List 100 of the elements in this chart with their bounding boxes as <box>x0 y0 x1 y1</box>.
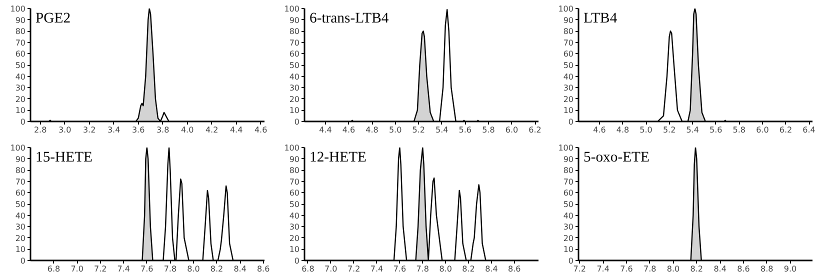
y-tick-label: 10 <box>289 245 300 254</box>
y-tick-label: 10 <box>563 245 574 254</box>
y-tick-label: 80 <box>15 166 26 176</box>
x-tick-label: 8.2 <box>210 264 224 274</box>
y-tick-label: 70 <box>289 38 300 48</box>
y-tick-label: 90 <box>289 154 300 164</box>
y-tick-label: 10 <box>15 106 26 116</box>
x-tick-label: 6.0 <box>505 126 518 134</box>
x-tick-label: 8.8 <box>760 264 774 274</box>
x-tick-label: 5.6 <box>458 126 472 134</box>
y-tick-label: 20 <box>289 234 300 243</box>
y-tick-label: 60 <box>289 50 300 59</box>
y-tick-label: 100 <box>284 4 300 14</box>
x-tick-label: 3.8 <box>156 126 170 134</box>
x-tick-label: 8.6 <box>737 264 750 274</box>
chart-title: 15-HETE <box>36 150 93 166</box>
y-tick-label: 20 <box>563 234 574 243</box>
y-tick-label: 50 <box>15 61 26 70</box>
x-tick-label: 8.6 <box>256 264 270 274</box>
x-tick-label: 7.0 <box>70 264 84 274</box>
x-tick-label: 6.8 <box>302 264 314 274</box>
y-tick-label: 80 <box>15 27 26 36</box>
chart-title: 6-trans-LTB4 <box>310 10 390 26</box>
x-tick-label: 7.4 <box>596 264 610 274</box>
y-tick-label: 70 <box>15 38 26 48</box>
x-tick-label: 7.2 <box>94 264 107 274</box>
x-tick-label: 8.2 <box>690 264 704 274</box>
x-tick-label: 8.0 <box>187 264 200 274</box>
x-tick-label: 5.4 <box>436 126 448 134</box>
y-tick-label: 100 <box>558 144 574 152</box>
x-tick-label: 7.0 <box>324 264 338 274</box>
y-tick-label: 40 <box>289 72 300 82</box>
y-tick-label: 50 <box>15 200 26 209</box>
chart-title: 5-oxo-ETE <box>584 150 650 166</box>
x-tick-label: 5.6 <box>710 126 722 134</box>
y-tick-label: 20 <box>289 94 300 104</box>
y-tick-label: 0 <box>294 256 300 266</box>
y-tick-label: 30 <box>563 222 574 232</box>
x-tick-label: 7.4 <box>117 264 130 274</box>
y-tick-label: 30 <box>289 222 300 232</box>
x-tick-label: 8.4 <box>714 264 726 274</box>
x-tick-label: 4.4 <box>319 126 332 134</box>
x-tick-label: 6.2 <box>528 126 542 134</box>
y-tick-label: 100 <box>10 4 26 14</box>
x-tick-label: 5.8 <box>732 126 746 134</box>
y-tick-label: 60 <box>15 50 26 59</box>
x-tick-label: 7.4 <box>370 264 384 274</box>
y-tick-label: 60 <box>15 188 26 198</box>
x-tick-label: 3.6 <box>132 126 145 134</box>
y-tick-label: 50 <box>289 61 300 70</box>
x-tick-label: 4.8 <box>366 126 378 134</box>
x-tick-label: 5.0 <box>640 126 652 134</box>
y-tick-label: 50 <box>563 61 574 70</box>
y-tick-label: 20 <box>15 234 26 243</box>
x-tick-label: 9.0 <box>784 264 797 274</box>
chart-title: PGE2 <box>36 10 71 26</box>
y-tick-label: 30 <box>15 84 26 93</box>
x-tick-label: 4.8 <box>616 126 630 134</box>
y-tick-label: 30 <box>289 84 300 93</box>
x-tick-label: 6.0 <box>756 126 769 134</box>
x-tick-label: 7.8 <box>416 264 430 274</box>
y-tick-label: 0 <box>20 118 26 126</box>
y-tick-label: 10 <box>563 106 574 116</box>
x-tick-label: 4.6 <box>254 126 268 134</box>
y-tick-label: 70 <box>289 177 300 186</box>
y-tick-label: 30 <box>563 84 574 93</box>
x-tick-label: 8.4 <box>234 264 246 274</box>
y-tick-label: 20 <box>563 94 574 104</box>
y-tick-label: 10 <box>15 245 26 254</box>
y-tick-label: 80 <box>563 166 574 176</box>
x-tick-label: 3.4 <box>107 126 120 134</box>
y-tick-label: 90 <box>563 154 574 164</box>
y-tick-label: 50 <box>289 200 300 209</box>
y-tick-label: 40 <box>563 211 574 220</box>
y-tick-label: 40 <box>289 211 300 220</box>
y-tick-label: 80 <box>289 166 300 176</box>
x-tick-label: 6.4 <box>802 126 816 134</box>
y-tick-label: 70 <box>563 177 574 186</box>
x-tick-label: 2.8 <box>34 126 47 134</box>
y-tick-label: 100 <box>558 4 574 14</box>
y-tick-label: 90 <box>15 154 26 164</box>
y-tick-label: 70 <box>15 177 26 186</box>
y-tick-label: 0 <box>294 118 300 126</box>
y-tick-label: 90 <box>15 16 26 25</box>
y-tick-label: 80 <box>563 27 574 36</box>
x-tick-label: 4.2 <box>205 126 218 134</box>
x-tick-label: 4.4 <box>230 126 243 134</box>
x-tick-label: 7.6 <box>140 264 154 274</box>
chart-title: LTB4 <box>584 10 618 26</box>
y-tick-label: 40 <box>15 211 26 220</box>
x-tick-label: 8.2 <box>462 264 475 274</box>
x-tick-label: 5.2 <box>662 126 676 134</box>
chart-title: 12-HETE <box>310 150 367 166</box>
y-tick-label: 0 <box>568 256 574 266</box>
x-tick-label: 7.6 <box>393 264 406 274</box>
x-tick-label: 8.0 <box>666 264 680 274</box>
y-tick-label: 10 <box>289 106 300 116</box>
x-tick-label: 6.8 <box>47 264 60 274</box>
x-tick-label: 3.0 <box>58 126 72 134</box>
y-tick-label: 40 <box>563 72 574 82</box>
